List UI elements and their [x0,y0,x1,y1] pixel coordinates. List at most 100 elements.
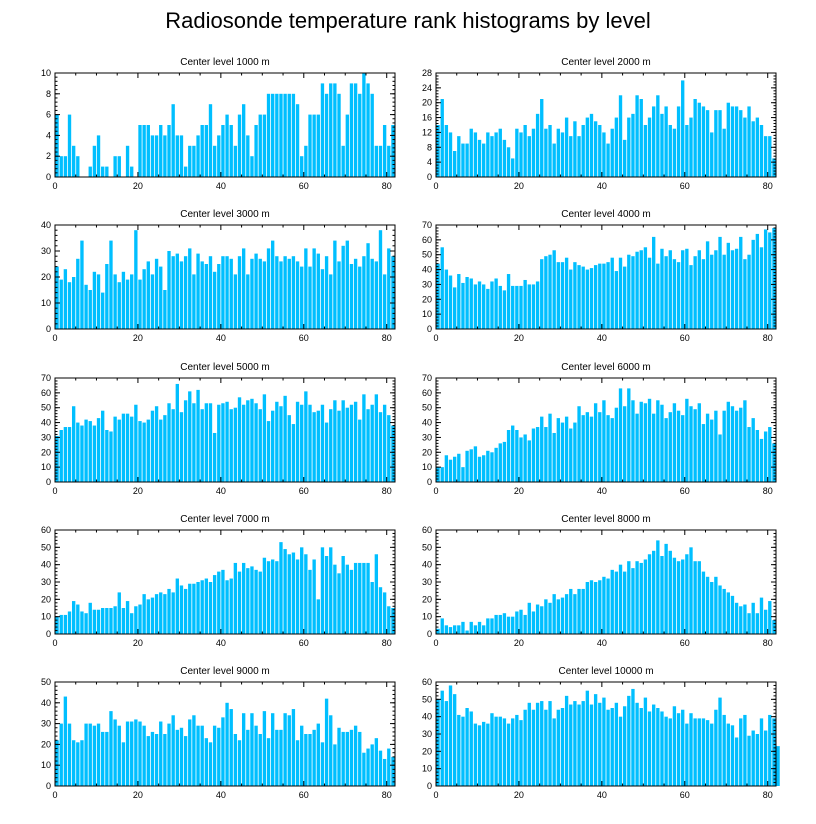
bar [362,256,366,329]
bar [221,256,225,329]
bar [374,738,379,786]
bar [275,256,279,329]
bar [254,253,258,329]
bar [755,613,760,634]
bar [382,592,387,634]
bar [560,422,565,482]
bar [324,556,329,634]
bar [258,571,262,634]
bar [80,611,84,634]
bar [768,232,772,329]
bar [440,99,444,177]
bar [647,117,652,177]
bar [668,250,672,329]
bar [300,266,304,329]
bar [96,135,101,177]
bar [722,410,726,482]
bar [618,716,623,786]
bar [482,455,486,482]
bar [672,706,677,786]
bar [734,602,739,634]
bar [204,578,209,634]
bar [734,106,739,177]
y-tick-label: 4 [427,157,432,167]
bar [329,547,333,634]
bar [639,562,643,634]
bar [643,247,648,329]
bar [258,409,262,482]
bar [105,264,109,329]
bar [759,438,764,482]
bar [652,236,656,329]
bar [569,704,573,786]
bar [167,251,171,329]
bar [55,616,59,634]
bar [391,608,395,634]
bar [672,259,677,329]
bar [246,729,250,786]
bar [382,125,387,177]
bar [92,271,97,329]
bar [271,410,275,482]
bar [200,580,204,634]
panel-3: Center level 3000 m 0 20 40 60 80 0 10 20 30 40 [41,209,396,343]
bar [266,738,271,786]
bar [150,597,155,634]
bar [362,394,366,482]
x-tick-label: 20 [514,333,524,343]
bar [482,721,486,786]
bar [382,758,387,786]
bar [560,262,565,329]
bar [312,559,316,634]
bar [465,630,469,634]
bar [96,274,101,329]
bar [710,419,714,482]
bar [465,450,469,482]
bar [734,248,739,329]
bar [183,256,188,329]
y-tick-label: 40 [422,712,432,722]
bar [159,266,163,329]
bar [212,725,217,786]
bar [312,248,316,329]
bar [76,604,80,634]
bar [490,136,494,177]
bar [233,145,238,177]
bar [755,430,760,482]
bar [747,106,751,177]
bar [146,125,150,177]
bar [436,125,440,177]
bar [341,556,345,634]
bar [96,723,101,786]
bar [88,421,92,482]
bar [283,93,287,177]
bar [250,713,254,786]
bar [366,83,370,177]
bar [531,284,536,329]
bar [689,547,693,634]
bar [304,554,308,634]
bar [324,422,329,482]
bar [477,281,482,329]
y-tick-label: 8 [427,142,432,152]
bar [710,254,714,329]
bar [109,240,113,329]
y-tick-label: 10 [422,764,432,774]
bar [229,125,233,177]
x-tick-label: 20 [133,181,143,191]
x-tick-label: 80 [763,486,773,496]
bar [374,394,379,482]
bar [212,145,217,177]
bar [208,582,213,634]
bar [515,430,519,482]
bar [751,121,755,177]
bar [125,721,130,786]
bar [316,723,320,786]
bar [92,725,97,786]
bar [705,576,710,634]
bar [117,282,121,329]
bar [486,450,490,482]
bar [337,261,341,329]
bar [482,284,486,329]
bar [494,278,498,329]
